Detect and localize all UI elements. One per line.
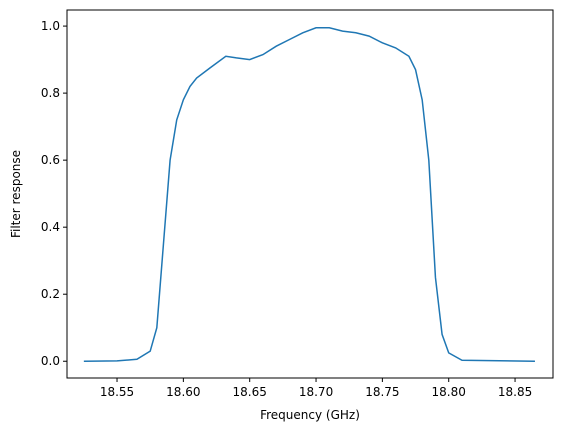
data-line <box>83 27 535 362</box>
x-tick-label: 18.80 <box>432 385 466 399</box>
x-tick-label: 18.85 <box>498 385 532 399</box>
y-axis-label: Filter response <box>9 150 23 238</box>
y-tick-label: 0.8 <box>41 86 60 100</box>
y-tick-label: 0.2 <box>41 287 60 301</box>
axes-frame <box>66 9 554 379</box>
y-tick-label: 1.0 <box>41 19 60 33</box>
x-tick-label: 18.65 <box>233 385 267 399</box>
x-tick-label: 18.70 <box>299 385 333 399</box>
y-tick-label: 0.4 <box>41 220 60 234</box>
x-tick-label: 18.75 <box>365 385 399 399</box>
x-tick-label: 18.60 <box>166 385 200 399</box>
x-tick-label: 18.55 <box>100 385 134 399</box>
y-tick-label: 0.6 <box>41 153 60 167</box>
x-axis-label: Frequency (GHz) <box>260 408 360 422</box>
y-tick-label: 0.0 <box>41 354 60 368</box>
